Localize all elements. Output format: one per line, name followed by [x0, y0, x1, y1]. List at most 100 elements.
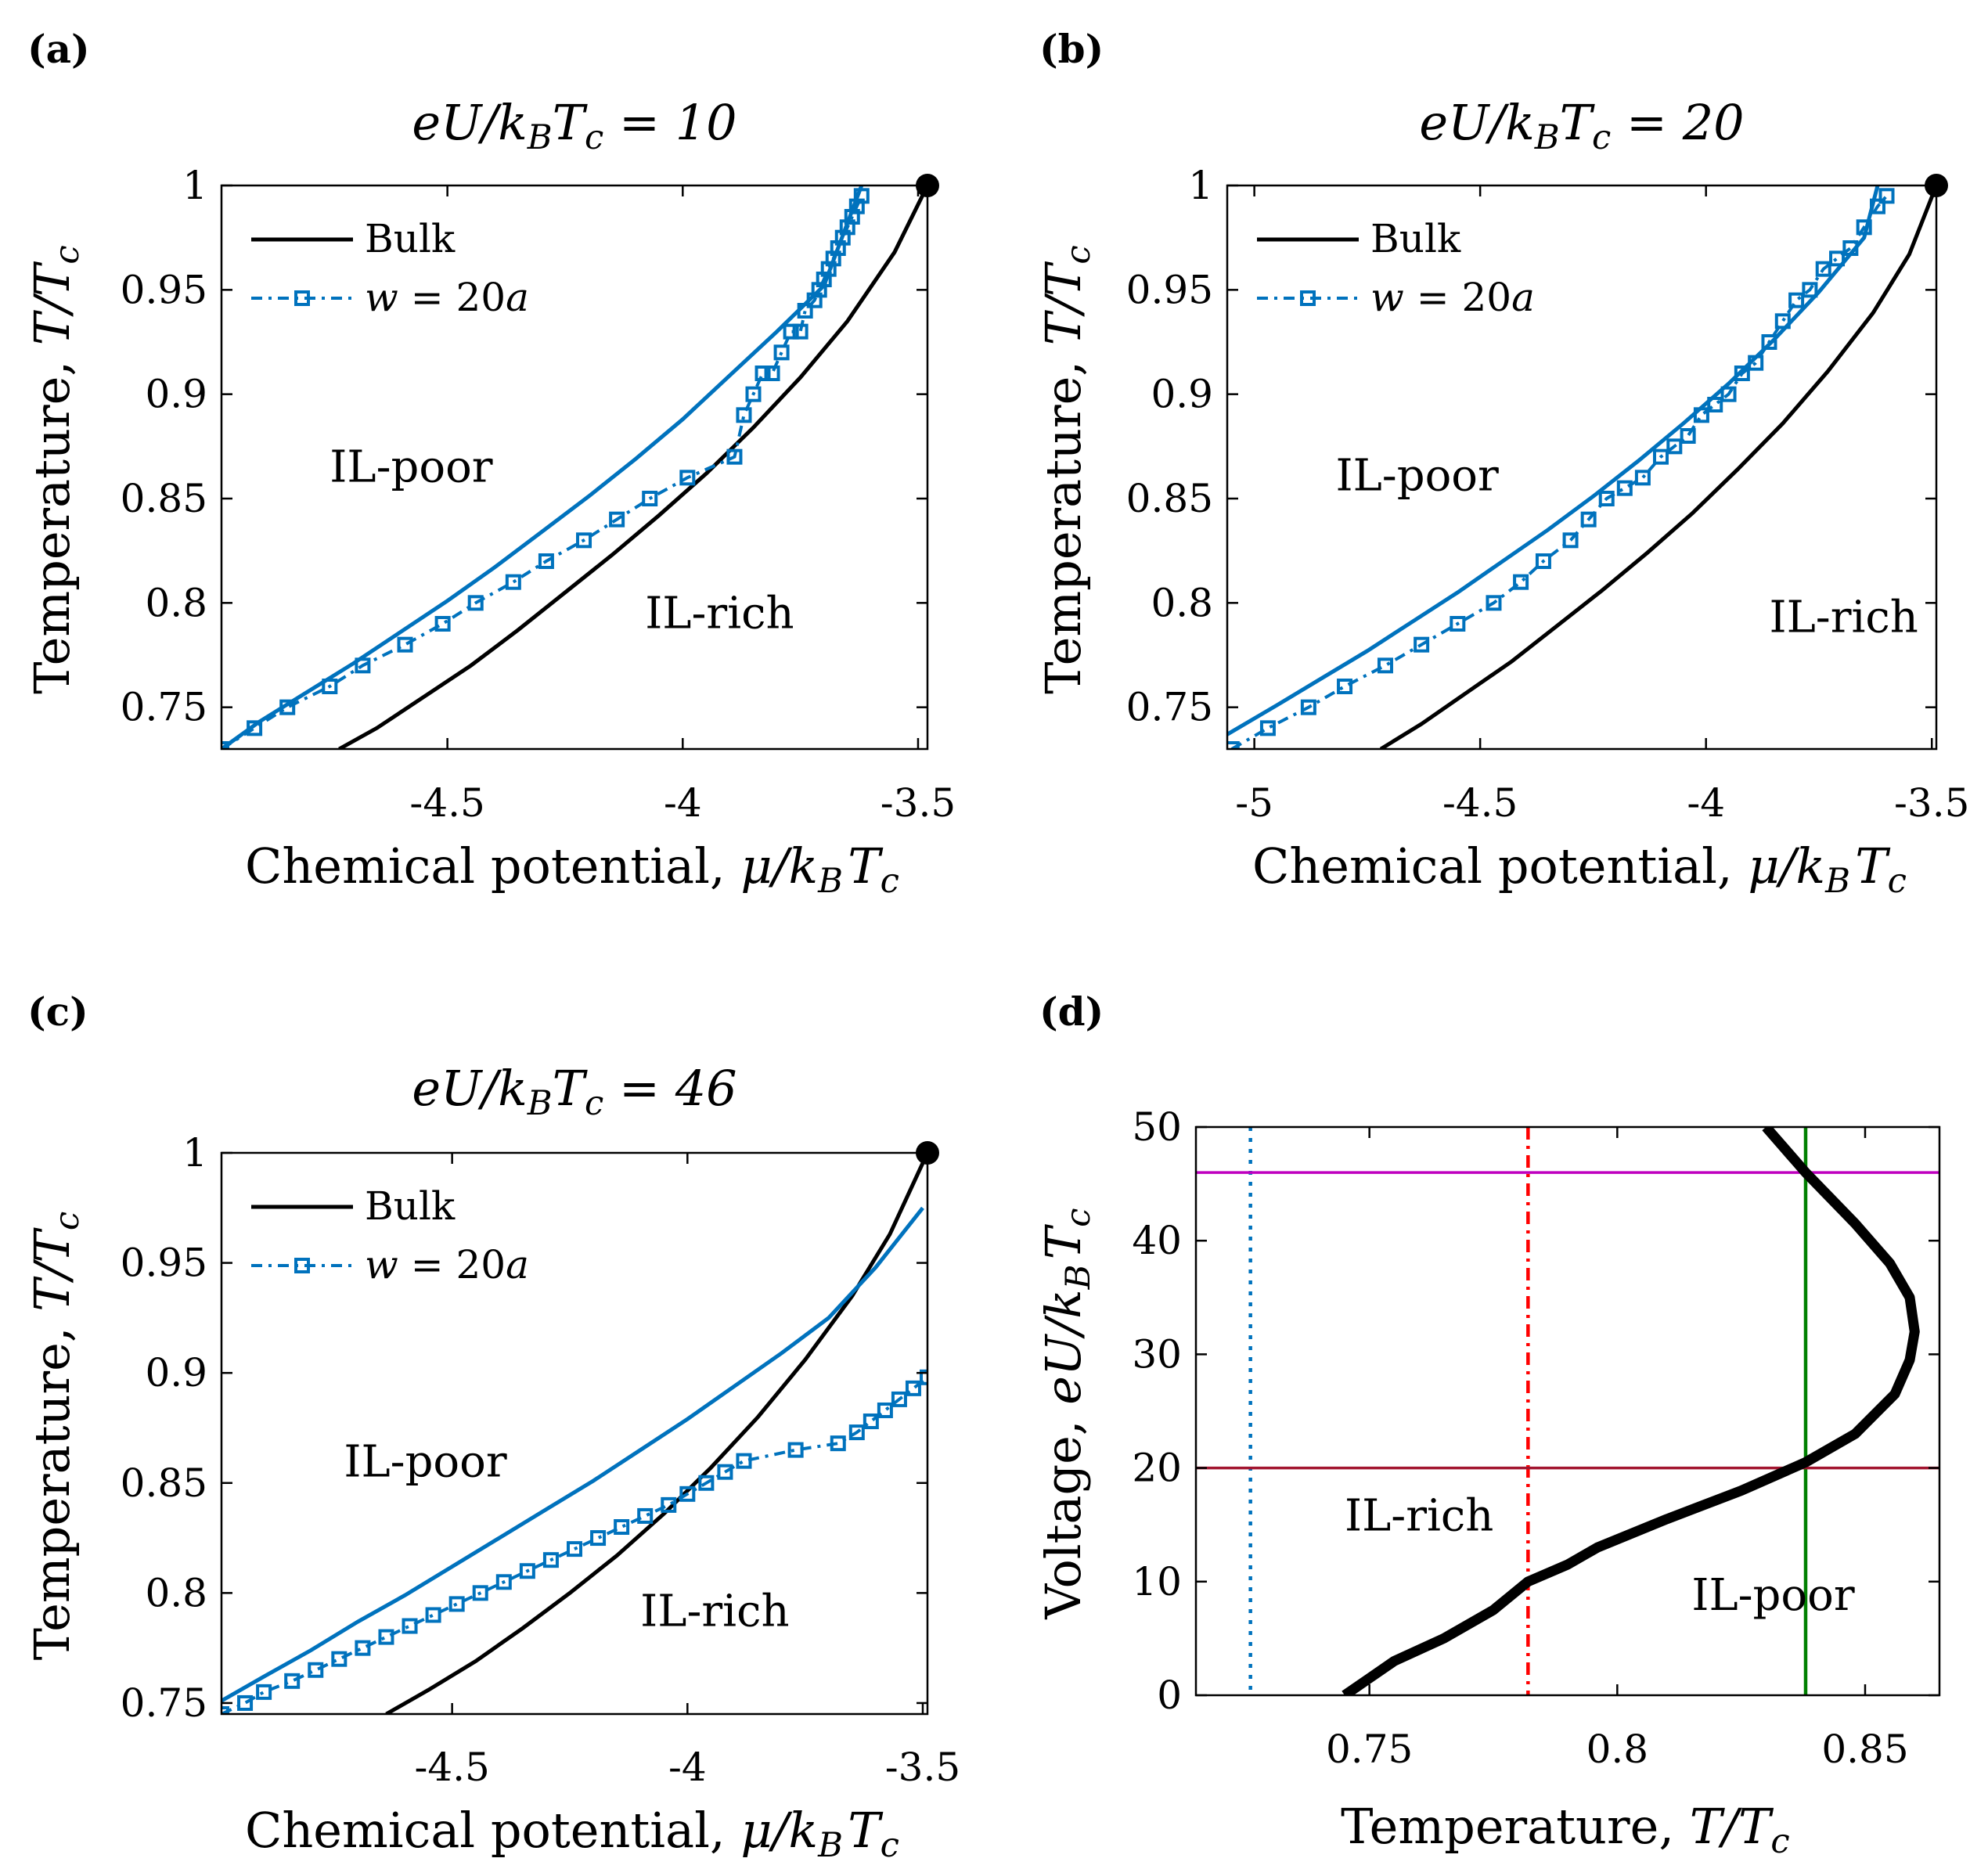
data-point-w20a: [1734, 366, 1750, 381]
data-point-w20a: [1535, 553, 1551, 569]
y-tick-label: 0.9: [1151, 372, 1213, 417]
series-coexistence-line: [1342, 1127, 1920, 1695]
data-point-w20a: [764, 366, 780, 381]
data-point-w20a: [736, 1453, 752, 1469]
data-point-w20a: [783, 323, 799, 340]
data-point-w20a: [755, 366, 771, 381]
data-point-w20a: [905, 1380, 921, 1396]
legend-bulk-label: Bulk: [365, 216, 456, 261]
data-point-w20a: [920, 1369, 927, 1385]
y-axis-label-c: Temperature, T/Tc: [23, 1207, 87, 1661]
data-point-w20a: [538, 553, 554, 569]
data-point-w20a: [322, 679, 338, 694]
x-tick-label: -3.5: [885, 1745, 960, 1790]
x-tick-label: -4: [1687, 780, 1725, 826]
data-point-w20a: [331, 1651, 348, 1667]
data-point-w20a: [642, 491, 658, 506]
data-point-w20a: [679, 470, 696, 486]
data-point-w20a: [402, 1618, 418, 1634]
region-label: IL-poor: [330, 442, 493, 493]
data-point-w20a: [284, 1673, 301, 1689]
data-point-w20a: [279, 699, 296, 715]
critical-point: [916, 1141, 939, 1165]
data-point-w20a: [717, 1464, 733, 1480]
panel-a: (a) eU/kBTc = 10 -4.5 -4 -3.5 0.75 0.8 0.85 0.9 0…: [23, 26, 956, 901]
x-axis-label-d: Temperature, T/Tc: [1341, 1798, 1795, 1861]
data-point-w20a: [1869, 198, 1885, 214]
y-tick-label: 1: [182, 163, 207, 208]
critical-point: [1925, 174, 1948, 197]
data-point-w20a: [576, 532, 592, 549]
legend-w20a-label: w = 20a: [1370, 275, 1535, 320]
data-point-w20a: [1300, 699, 1316, 715]
data-point-w20a: [1486, 595, 1502, 611]
y-tick-label: 0: [1157, 1673, 1182, 1718]
data-point-w20a: [355, 1640, 371, 1656]
data-point-w20a: [542, 1552, 559, 1568]
data-point-w20a: [590, 1530, 607, 1547]
data-point-w20a: [397, 636, 413, 653]
panel-d: (d) 0.75 0.8 0.85 0 10 20 30 40 50 IL-rich IL-poor T…: [1035, 989, 1941, 1861]
x-axis-label-a: Chemical potential, μ/kB Tc: [245, 837, 904, 901]
data-point-w20a: [745, 386, 762, 402]
data-point-w20a: [1707, 397, 1723, 412]
data-point-w20a: [1788, 292, 1805, 308]
data-point-w20a: [1598, 491, 1615, 506]
chart-title-a: eU/kBTc = 10: [412, 94, 736, 157]
x-tick-label: 0.85: [1821, 1727, 1908, 1772]
y-tick-label: 0.85: [121, 476, 207, 521]
y-tick-label: 0.95: [121, 1241, 207, 1286]
region-label: IL-rich: [1345, 1490, 1493, 1541]
y-tick-label: 0.8: [145, 1570, 207, 1615]
x-axis-label-c: Chemical potential, μ/kB Tc: [245, 1802, 904, 1865]
panel-label-a: (a): [27, 26, 90, 72]
data-point-w20a: [1513, 574, 1529, 590]
legend-w20a-marker: [1300, 290, 1316, 306]
data-point-w20a: [1720, 386, 1737, 402]
data-point-w20a: [378, 1629, 394, 1645]
data-point-w20a: [495, 1574, 512, 1590]
data-point-w20a: [308, 1662, 324, 1678]
data-point-w20a: [1856, 219, 1872, 236]
axes-box-d: [1194, 1125, 1941, 1697]
y-tick-label: 0.9: [145, 1350, 207, 1395]
region-label: IL-rich: [1769, 592, 1918, 643]
series-w20a-line: [221, 195, 863, 749]
data-point-w20a: [1580, 511, 1597, 528]
data-point-w20a: [1634, 470, 1651, 486]
data-point-w20a: [830, 1435, 846, 1452]
y-axis-label-d: Voltage, eU/kB Tc: [1035, 1203, 1098, 1619]
data-point-w20a: [736, 407, 752, 423]
data-point-w20a: [1748, 355, 1764, 371]
y-axis-label-a: Temperature, T/Tc: [23, 240, 87, 694]
legend-bulk-label: Bulk: [1370, 216, 1461, 261]
x-axis-label-b: Chemical potential, μ/kB Tc: [1252, 837, 1911, 901]
data-point-w20a: [256, 1684, 272, 1700]
axes-box-b: [1226, 184, 1938, 751]
data-point-w20a: [726, 448, 743, 465]
data-point-w20a: [863, 1413, 879, 1430]
region-label: IL-poor: [344, 1436, 507, 1487]
panel-label-b: (b): [1039, 26, 1104, 72]
y-tick-label: 0.85: [1126, 476, 1213, 521]
y-tick-label: 0.95: [1126, 267, 1213, 312]
data-point-w20a: [1802, 282, 1818, 298]
data-point-w20a: [1227, 741, 1240, 749]
x-tick-label: -4.5: [414, 1745, 489, 1790]
legend-w20a-label: w = 20a: [365, 275, 529, 320]
y-tick-label: 10: [1132, 1559, 1182, 1604]
y-tick-label: 0.95: [121, 267, 207, 312]
data-point-w20a: [877, 1402, 893, 1418]
data-point-w20a: [1259, 720, 1276, 736]
series-fit-line: [221, 185, 864, 749]
data-point-w20a: [505, 574, 521, 590]
x-tick-label: -5: [1235, 780, 1273, 826]
y-tick-label: 1: [182, 1130, 207, 1176]
data-point-w20a: [1761, 334, 1777, 350]
data-point-w20a: [787, 1442, 804, 1458]
critical-point: [916, 174, 939, 197]
data-point-w20a: [1616, 480, 1633, 496]
legend-w20a-marker: [294, 290, 310, 306]
y-tick-label: 0.9: [145, 372, 207, 417]
